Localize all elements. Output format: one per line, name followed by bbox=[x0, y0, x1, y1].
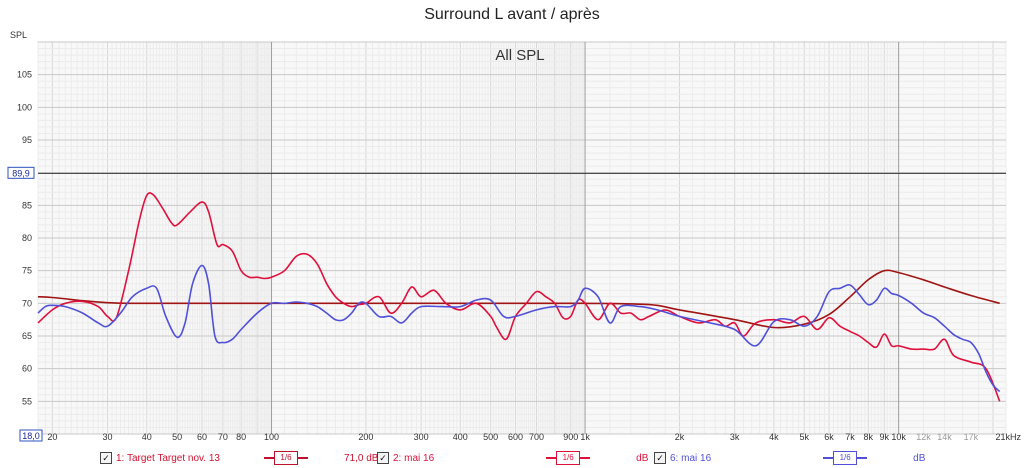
chart-subtitle: All SPL bbox=[495, 47, 544, 64]
legend-label-3: 6: mai 16 bbox=[670, 452, 712, 464]
legend-value-2: dB bbox=[636, 452, 649, 464]
x-tick-label: 12k bbox=[916, 432, 931, 442]
x-tick-label: 300 bbox=[414, 432, 429, 442]
x-tick-label: 80 bbox=[236, 432, 246, 442]
legend-item-2: ✓ 2: mai 16 1/6 dB bbox=[377, 449, 648, 467]
x-tick-label: 50 bbox=[172, 432, 182, 442]
y-tick-label: 105 bbox=[17, 70, 32, 80]
x-tick-label: 8k bbox=[863, 432, 873, 442]
legend-checkbox-2[interactable]: ✓ bbox=[377, 452, 389, 464]
x-tick-label: 3k bbox=[730, 432, 740, 442]
x-tick-label: 7k bbox=[845, 432, 855, 442]
x-tick-label: 1k bbox=[580, 432, 590, 442]
cursor-x-value: 18,0 bbox=[22, 431, 40, 441]
legend-item-3: ✓ 6: mai 16 1/6 dB bbox=[654, 449, 925, 467]
cursor-y-value: 89,9 bbox=[12, 168, 30, 178]
y-tick-label: 75 bbox=[22, 266, 32, 276]
x-tick-label: 400 bbox=[453, 432, 468, 442]
x-tick-label: 17k bbox=[964, 432, 979, 442]
cursor-y-box[interactable]: 89,9 bbox=[7, 166, 35, 179]
x-tick-label: 700 bbox=[529, 432, 544, 442]
x-tick-label: 600 bbox=[508, 432, 523, 442]
x-tick-label: 70 bbox=[218, 432, 228, 442]
y-tick-label: 70 bbox=[22, 298, 32, 308]
x-tick-label: 21kHz bbox=[995, 432, 1021, 442]
x-tick-label: 4k bbox=[769, 432, 779, 442]
x-tick-label: 500 bbox=[483, 432, 498, 442]
y-tick-label: 55 bbox=[22, 396, 32, 406]
series-line-2[interactable] bbox=[37, 192, 1001, 402]
x-tick-label: 2k bbox=[675, 432, 685, 442]
y-tick-label: 65 bbox=[22, 331, 32, 341]
legend-value-1: 71,0 dB bbox=[343, 452, 379, 464]
y-tick-label: 80 bbox=[22, 233, 32, 243]
y-tick-label: 60 bbox=[22, 364, 32, 374]
legend-checkbox-3[interactable]: ✓ bbox=[654, 452, 666, 464]
x-tick-label: 30 bbox=[103, 432, 113, 442]
x-tick-label: 10k bbox=[891, 432, 906, 442]
cursor-x-box[interactable]: 18,0 bbox=[19, 429, 43, 442]
legend-label-1: 1: Target Target nov. 13 bbox=[116, 452, 220, 464]
smoothing-button-1[interactable]: 1/6 bbox=[273, 451, 298, 465]
smoothing-button-2[interactable]: 1/6 bbox=[556, 451, 581, 465]
x-tick-label: 5k bbox=[799, 432, 809, 442]
x-tick-label: 20 bbox=[47, 432, 57, 442]
series-line-3[interactable] bbox=[37, 264, 1001, 393]
series-line-1[interactable] bbox=[37, 269, 1000, 329]
y-axis-label: SPL bbox=[10, 30, 27, 40]
y-tick-label: 95 bbox=[22, 135, 32, 145]
legend-label-2: 2: mai 16 bbox=[393, 452, 435, 464]
x-tick-label: 14k bbox=[937, 432, 952, 442]
y-tick-label: 100 bbox=[17, 102, 32, 112]
y-tick-label: 85 bbox=[22, 200, 32, 210]
smoothing-button-3[interactable]: 1/6 bbox=[833, 451, 858, 465]
x-tick-label: 900 bbox=[563, 432, 578, 442]
legend-item-1: ✓ 1: Target Target nov. 13 1/6 71,0 dB bbox=[100, 449, 378, 467]
chart-title: Surround L avant / après bbox=[424, 6, 600, 23]
x-tick-label: 60 bbox=[197, 432, 207, 442]
x-tick-label: 9k bbox=[880, 432, 890, 442]
legend-checkbox-1[interactable]: ✓ bbox=[100, 452, 112, 464]
x-tick-label: 40 bbox=[142, 432, 152, 442]
x-tick-label: 6k bbox=[824, 432, 834, 442]
x-tick-label: 200 bbox=[358, 432, 373, 442]
x-tick-label: 100 bbox=[264, 432, 279, 442]
legend-value-3: dB bbox=[913, 452, 926, 464]
